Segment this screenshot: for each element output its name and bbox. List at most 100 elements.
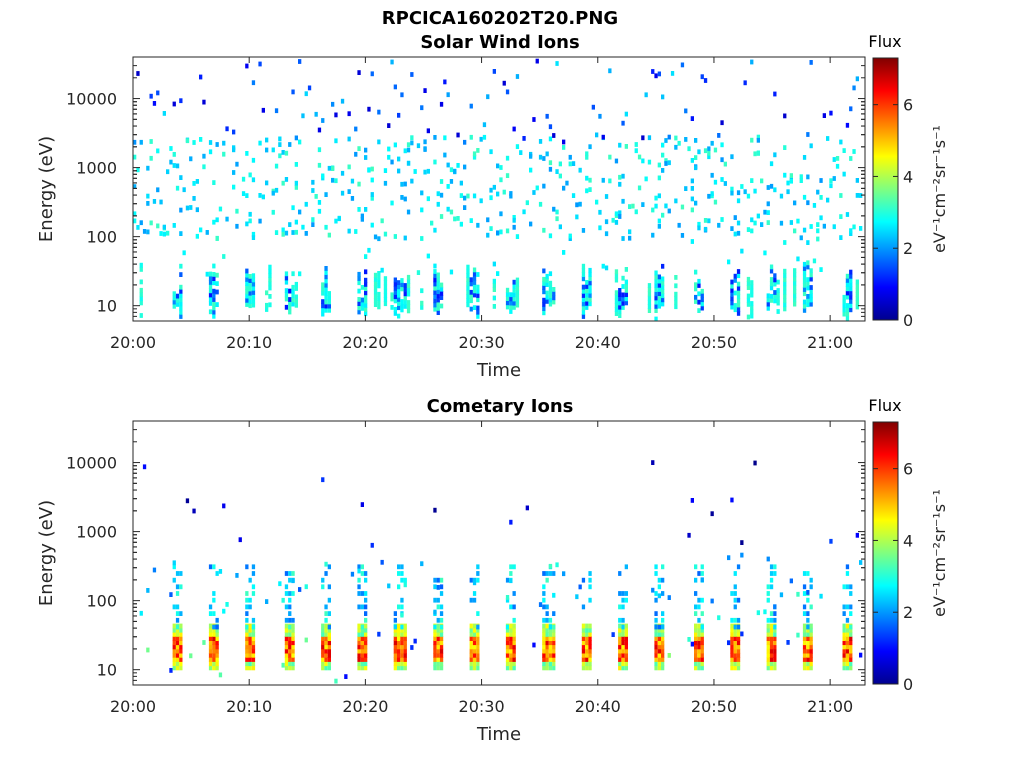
heatmap-cell <box>512 305 516 310</box>
heatmap-cell <box>819 178 823 183</box>
heatmap-cell <box>766 293 770 299</box>
heatmap-cell <box>647 287 652 293</box>
heatmap-cell <box>486 94 490 100</box>
heatmap-cell <box>294 219 298 225</box>
heatmap-cell <box>769 611 774 616</box>
heatmap-cell <box>492 278 496 284</box>
heatmap-cell <box>403 196 407 202</box>
heatmap-cell <box>684 186 688 191</box>
heatmap-cell <box>661 293 665 299</box>
heatmap-cell <box>654 270 658 276</box>
heatmap-cell <box>476 644 480 650</box>
heatmap-cell <box>806 624 810 630</box>
heatmap-cell <box>469 632 473 637</box>
heatmap-cell <box>624 648 628 654</box>
colorbar-tick-label: 0 <box>903 675 913 694</box>
heatmap-cell <box>397 564 401 570</box>
heatmap-cell <box>657 632 661 637</box>
heatmap-cell <box>175 665 180 671</box>
heatmap-cell <box>842 623 846 629</box>
heatmap-cell <box>819 215 823 221</box>
heatmap-cell <box>548 297 553 303</box>
heatmap-cell <box>288 222 292 227</box>
heatmap-cell <box>377 283 381 289</box>
heatmap-cell <box>449 209 454 215</box>
heatmap-cell <box>291 293 295 299</box>
heatmap-cell <box>585 292 589 298</box>
heatmap-cell <box>581 263 586 269</box>
heatmap-cell <box>552 644 556 650</box>
heatmap-cell <box>736 665 741 671</box>
heatmap-cell <box>265 137 269 143</box>
heatmap-cell <box>786 189 790 195</box>
heatmap-cell <box>505 624 510 630</box>
heatmap-cell <box>690 196 694 202</box>
heatmap-cell <box>284 591 289 596</box>
heatmap-cell <box>730 617 734 623</box>
heatmap-cell <box>364 282 368 287</box>
heatmap-cell <box>542 623 546 629</box>
heatmap-cell <box>783 306 787 312</box>
heatmap-cell <box>291 661 295 667</box>
heatmap-cell <box>733 303 737 308</box>
heatmap-cell <box>733 652 737 658</box>
heatmap-cell <box>179 284 183 290</box>
heatmap-cell <box>746 302 751 307</box>
heatmap-cell <box>618 210 622 216</box>
heatmap-cell <box>763 209 767 215</box>
heatmap-cell <box>261 194 265 200</box>
heatmap-cell <box>736 644 741 650</box>
heatmap-cell <box>212 263 216 269</box>
heatmap-cell <box>694 644 698 650</box>
heatmap-cell <box>707 146 711 152</box>
heatmap-cell <box>350 196 355 201</box>
heatmap-cell <box>383 276 388 281</box>
heatmap-cell <box>700 305 704 311</box>
heatmap-cell <box>175 640 180 646</box>
heatmap-cell <box>697 665 701 671</box>
heatmap-cell <box>172 623 176 629</box>
heatmap-cell <box>585 151 589 157</box>
heatmap-cell <box>373 285 378 291</box>
heatmap-cell <box>697 604 701 610</box>
heatmap-cell <box>251 157 256 163</box>
heatmap-cell <box>360 652 364 658</box>
heatmap-cell <box>222 254 226 259</box>
heatmap-cell <box>182 187 186 193</box>
heatmap-cell <box>802 591 807 596</box>
heatmap-cell <box>294 302 298 308</box>
heatmap-cell <box>641 202 645 207</box>
heatmap-cell <box>548 661 553 667</box>
heatmap-cell <box>733 624 737 630</box>
heatmap-cell <box>845 665 850 671</box>
heatmap-cell <box>730 154 734 160</box>
heatmap-cell <box>251 571 256 576</box>
heatmap-cell <box>248 290 252 296</box>
heatmap-cell <box>327 295 331 301</box>
heatmap-cell <box>324 611 328 616</box>
heatmap-cell <box>849 294 853 300</box>
heatmap-cell <box>581 228 586 233</box>
heatmap-cell <box>400 627 404 633</box>
heatmap-cell <box>694 648 698 654</box>
heatmap-cell <box>321 640 325 646</box>
heatmap-cell <box>433 627 437 633</box>
heatmap-cell <box>179 207 183 213</box>
heatmap-cell <box>397 627 401 633</box>
heatmap-cell <box>769 617 774 623</box>
heatmap-cell <box>697 308 701 313</box>
heatmap-cell <box>743 189 747 195</box>
heatmap-cell <box>661 564 665 570</box>
heatmap-cell <box>512 644 516 650</box>
heatmap-cell <box>849 228 853 234</box>
heatmap-cell <box>809 584 813 590</box>
heatmap-cell <box>476 624 480 630</box>
heatmap-cell <box>733 231 737 237</box>
heatmap-cell <box>842 303 846 309</box>
heatmap-cell <box>136 225 140 230</box>
y-axis-label-cometary: Energy (eV) <box>36 500 57 606</box>
heatmap-cell <box>192 196 196 201</box>
heatmap-cell <box>469 644 473 650</box>
heatmap-cell <box>657 636 661 641</box>
